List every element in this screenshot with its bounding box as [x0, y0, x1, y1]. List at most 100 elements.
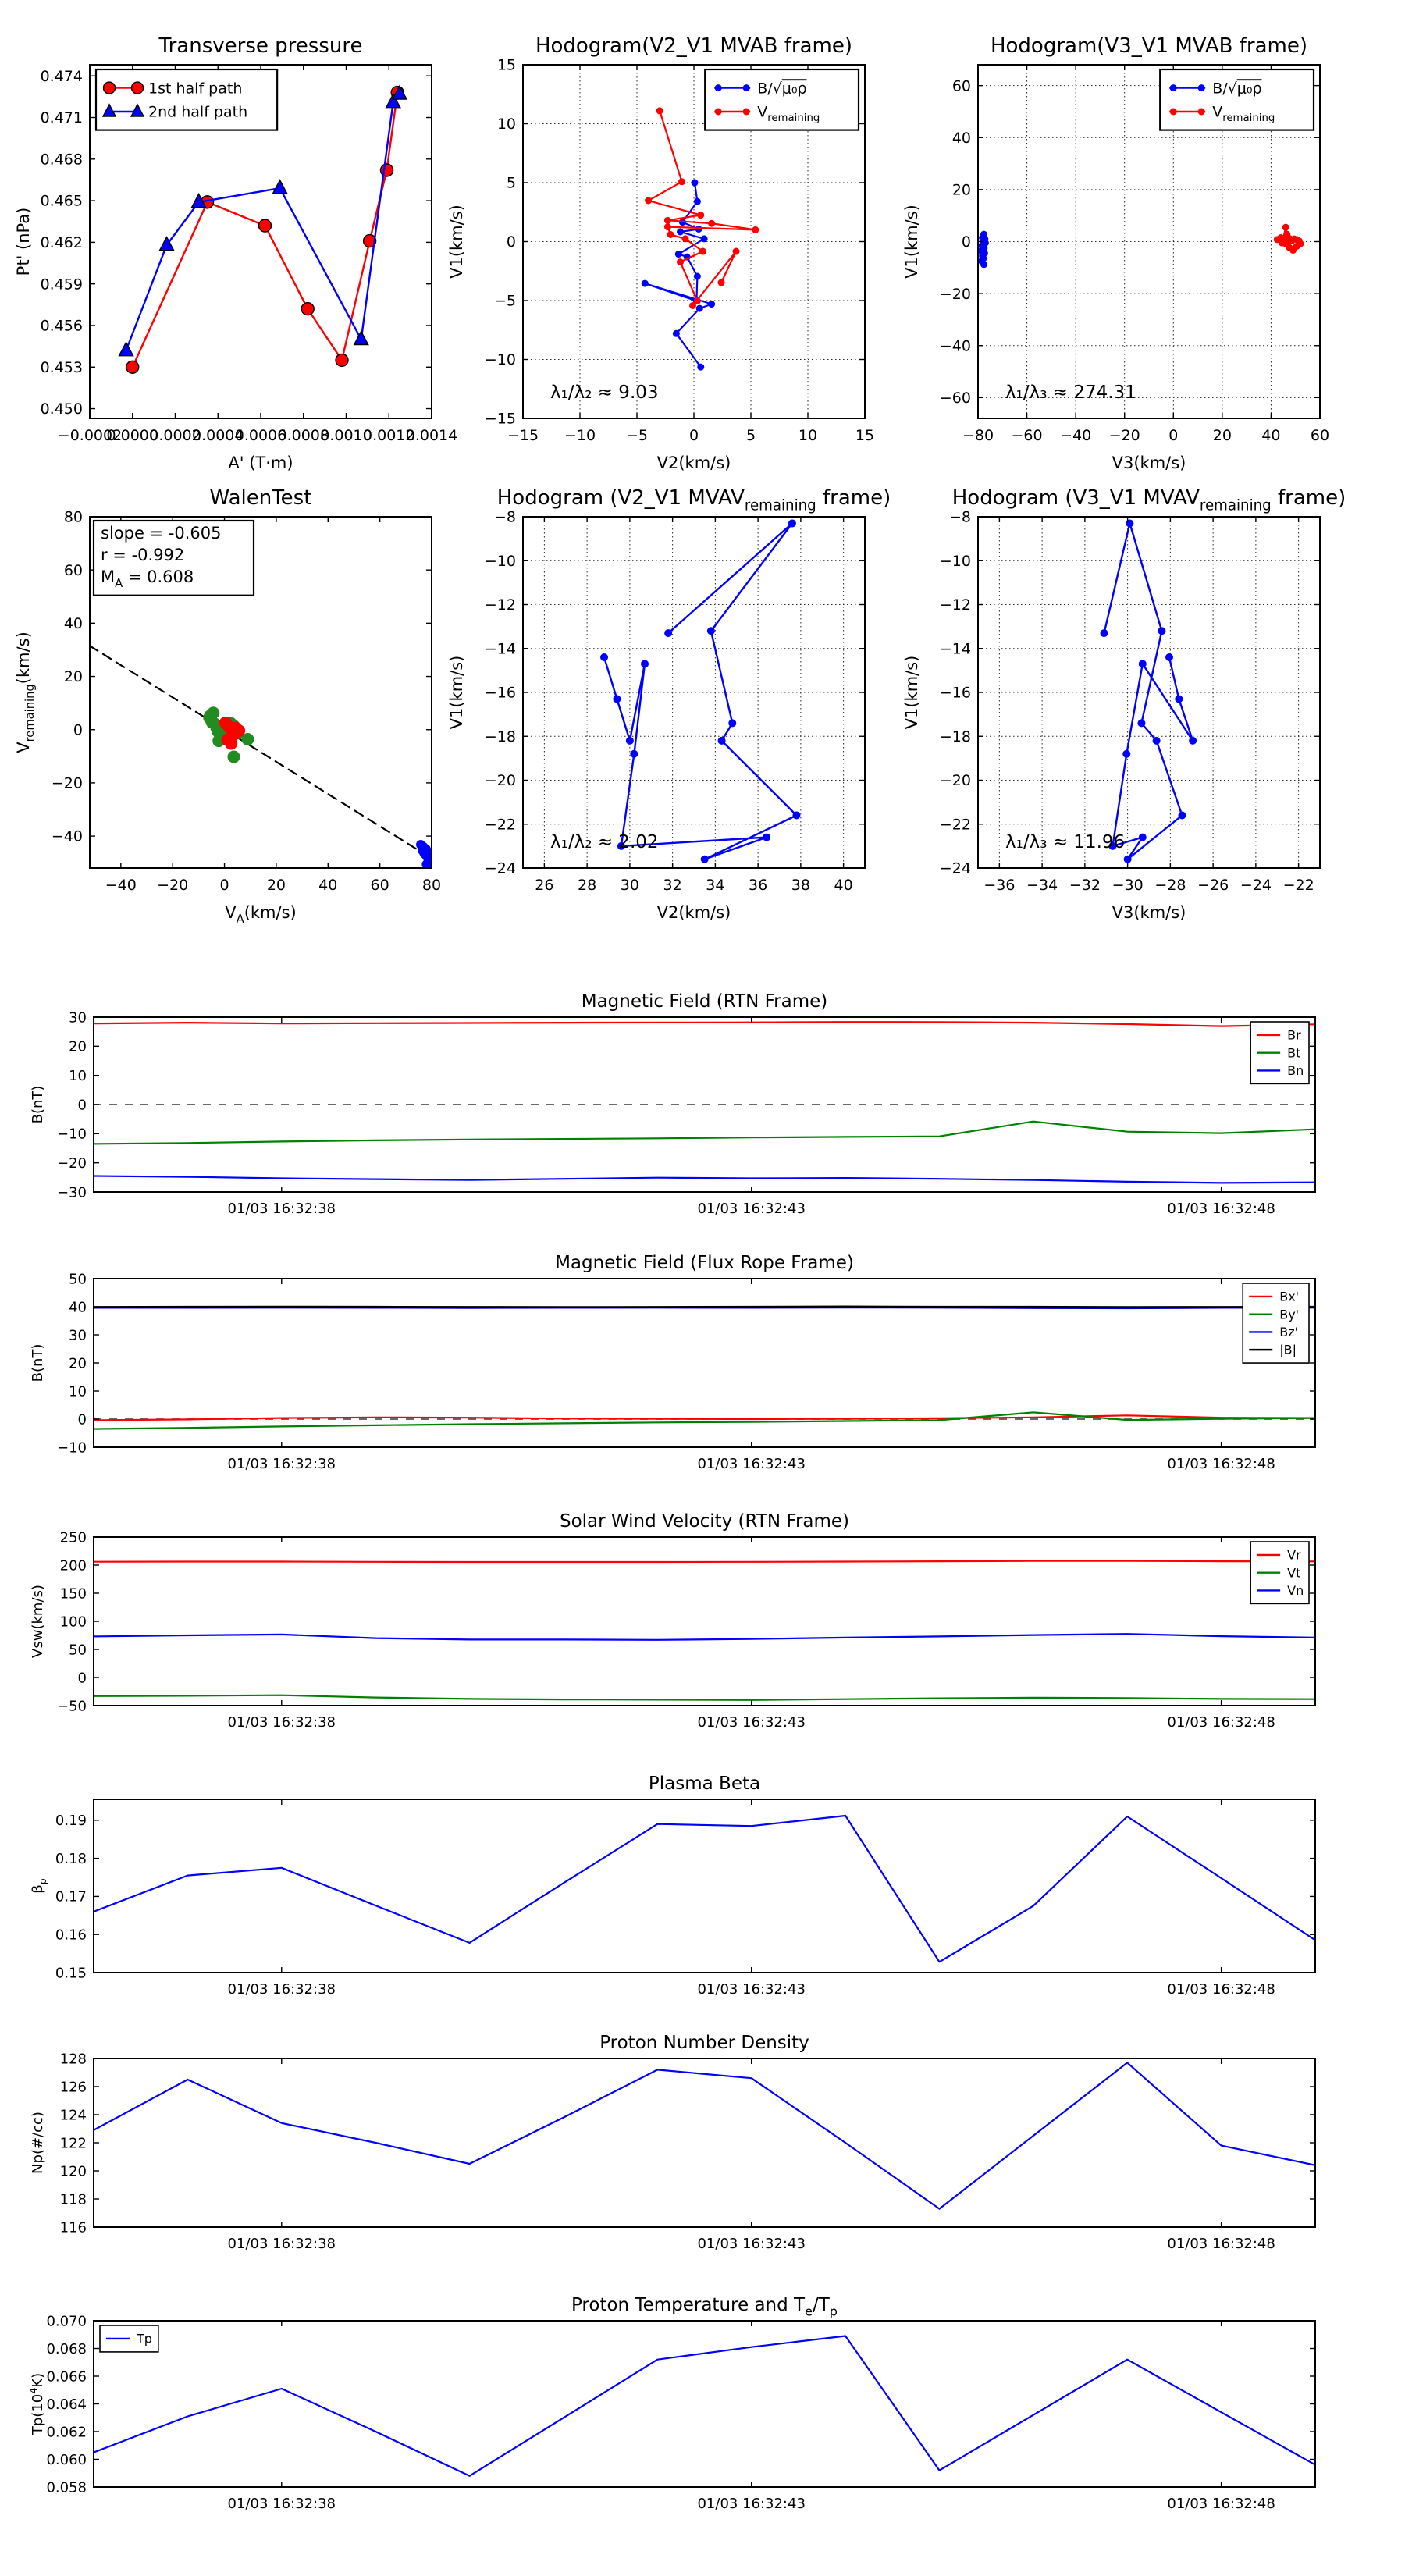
x-tick-label: −40 — [105, 877, 137, 894]
series-Bt — [94, 1120, 1315, 1145]
series-area — [90, 645, 432, 868]
y-tick-label: 60 — [952, 77, 971, 94]
y-tick-label: −16 — [485, 685, 516, 702]
legend-label: Bx' — [1279, 1290, 1299, 1304]
legend-label: Vremaining — [1212, 104, 1275, 124]
stats-line: MA = 0.608 — [101, 568, 194, 590]
y-tick-label: 0 — [78, 1097, 87, 1113]
x-tick-label: 60 — [371, 877, 389, 894]
chart-hodogram-v2v1-mvab: −15 −10 −5 0 5 10 15 −15 −10 −5 0 5 10 15 Hodogram(V2_… — [447, 34, 874, 472]
x-tick-label: 0.0004 — [192, 427, 244, 444]
legend: Bx' By' Bz' |B| — [1242, 1283, 1310, 1364]
y-tick-label: 120 — [60, 2163, 87, 2179]
chart-title: WalenTest — [210, 486, 312, 510]
chart-title: Hodogram(V3_V1 MVAB frame) — [991, 34, 1307, 58]
series-beta-p — [94, 1814, 1315, 1963]
x-tick-label: −20 — [1109, 427, 1140, 444]
y-tick-label: −22 — [940, 816, 971, 833]
x-tick-label: −26 — [1197, 877, 1229, 894]
x-tick-label: 38 — [791, 877, 810, 894]
y-tick-label: 0.062 — [46, 2424, 87, 2440]
x-tick-label: 01/03 16:32:38 — [228, 1201, 336, 1217]
x-tick-label: −10 — [564, 427, 596, 444]
x-tick-label: 0.0006 — [235, 427, 286, 444]
y-tick-label: −12 — [485, 596, 516, 614]
y-tick-label: 100 — [60, 1614, 87, 1630]
y-tick-label: −10 — [57, 1126, 87, 1143]
y-axis-label: Np(#/cc) — [30, 2112, 46, 2174]
series-fit-line — [90, 645, 432, 859]
x-tick-label: 20 — [267, 877, 286, 894]
x-axis-label: V3(km/s) — [1112, 454, 1186, 472]
eigenvalue-ratio-annotation: λ₁/λ₂ ≈ 9.03 — [550, 382, 659, 403]
y-tick-label: 5 — [507, 175, 516, 192]
x-tick-label: 01/03 16:32:48 — [1167, 1981, 1275, 1998]
x-tick-label: −20 — [157, 877, 188, 894]
x-tick-label: 10 — [799, 427, 817, 444]
series-Tp — [94, 2335, 1315, 2477]
y-tick-label: −40 — [940, 337, 971, 354]
x-tick-label: 36 — [749, 877, 767, 894]
y-tick-label: 0.456 — [41, 318, 83, 335]
y-tick-label: 50 — [69, 1642, 87, 1658]
series-1st half path — [131, 91, 399, 368]
y-tick-label: 250 — [60, 1529, 87, 1546]
y-tick-label: −8 — [494, 509, 516, 526]
x-tick-label: 15 — [855, 427, 874, 444]
chart-title: Solar Wind Velocity (RTN Frame) — [560, 1511, 849, 1532]
legend-label: Vt — [1287, 1565, 1300, 1580]
y-tick-label: −24 — [485, 860, 516, 877]
series-area — [94, 1305, 1315, 1430]
y-tick-label: −20 — [940, 772, 971, 789]
y-tick-label: 0.19 — [55, 1813, 87, 1829]
y-tick-label: 30 — [69, 1009, 87, 1026]
x-tick-label: 26 — [535, 877, 553, 894]
legend-label: Br — [1287, 1028, 1301, 1043]
y-tick-label: −10 — [485, 553, 516, 570]
legend-label: Bt — [1287, 1045, 1300, 1060]
y-tick-label: 10 — [69, 1068, 87, 1084]
chart-walen-test: −40 −20 0 20 40 60 80 −40 −20 0 20 40 60 80 WalenTest V… — [14, 486, 441, 926]
x-tick-label: 01/03 16:32:48 — [1167, 2236, 1275, 2252]
x-tick-label: 01/03 16:32:38 — [228, 1714, 336, 1731]
chart-transverse-pressure: −0.00020.00000.00020.00040.00060.00080.0… — [14, 34, 457, 472]
chart-plasma-beta: 01/03 16:32:38 01/03 16:32:43 01/03 16:32:… — [30, 1774, 1316, 1998]
x-tick-label: 01/03 16:32:43 — [697, 1981, 805, 1998]
x-tick-label: 01/03 16:32:48 — [1167, 2496, 1275, 2512]
y-tick-label: −20 — [52, 775, 83, 792]
y-tick-label: −22 — [485, 816, 516, 833]
legend-label: 1st half path — [148, 80, 242, 97]
y-tick-label: −18 — [940, 728, 971, 745]
x-tick-label: 01/03 16:32:43 — [697, 2236, 805, 2252]
x-tick-label: 60 — [1311, 427, 1329, 444]
y-tick-label: −30 — [57, 1184, 87, 1201]
y-tick-label: 200 — [60, 1557, 87, 1574]
legend: B/√μ₀ρ Vremaining — [1159, 68, 1315, 131]
y-tick-label: 0.068 — [46, 2341, 87, 2357]
x-tick-label: 01/03 16:32:43 — [697, 1201, 805, 1217]
y-tick-label: −20 — [485, 772, 516, 789]
legend-label: 2nd half path — [148, 104, 247, 121]
legend-label: Vr — [1287, 1548, 1301, 1563]
y-tick-label: −10 — [485, 351, 516, 368]
y-tick-label: 0.18 — [55, 1851, 87, 1867]
x-tick-label: 28 — [578, 877, 596, 894]
series-Vt — [94, 1694, 1315, 1701]
chart-hodogram-v3v1-mvab: −80 −60 −40 −20 0 20 40 60 −60 −40 −20 0 20 40 60 Hodog… — [902, 34, 1329, 472]
y-tick-label: 0.465 — [41, 193, 83, 210]
y-tick-label: 0.064 — [46, 2396, 87, 2413]
x-axis-label: V2(km/s) — [657, 903, 731, 922]
series-area — [94, 1560, 1315, 1701]
x-tick-label: 5 — [746, 427, 756, 444]
chart-mag-fluxrope: 01/03 16:32:38 01/03 16:32:43 01/03 16:32:… — [30, 1253, 1316, 1472]
y-tick-label: 20 — [69, 1039, 87, 1055]
y-tick-label: 0.459 — [41, 276, 83, 293]
y-tick-label: 0.16 — [55, 1927, 87, 1944]
y-tick-label: 0.060 — [46, 2452, 87, 2468]
y-tick-label: 0 — [78, 1411, 87, 1428]
chart-mag-rtn: 01/03 16:32:38 01/03 16:32:43 01/03 16:32:… — [30, 991, 1316, 1217]
series-Vn — [94, 1633, 1315, 1641]
y-tick-label: 0.468 — [41, 151, 83, 168]
eigenvalue-ratio-annotation: λ₁/λ₂ ≈ 2.02 — [550, 832, 659, 852]
